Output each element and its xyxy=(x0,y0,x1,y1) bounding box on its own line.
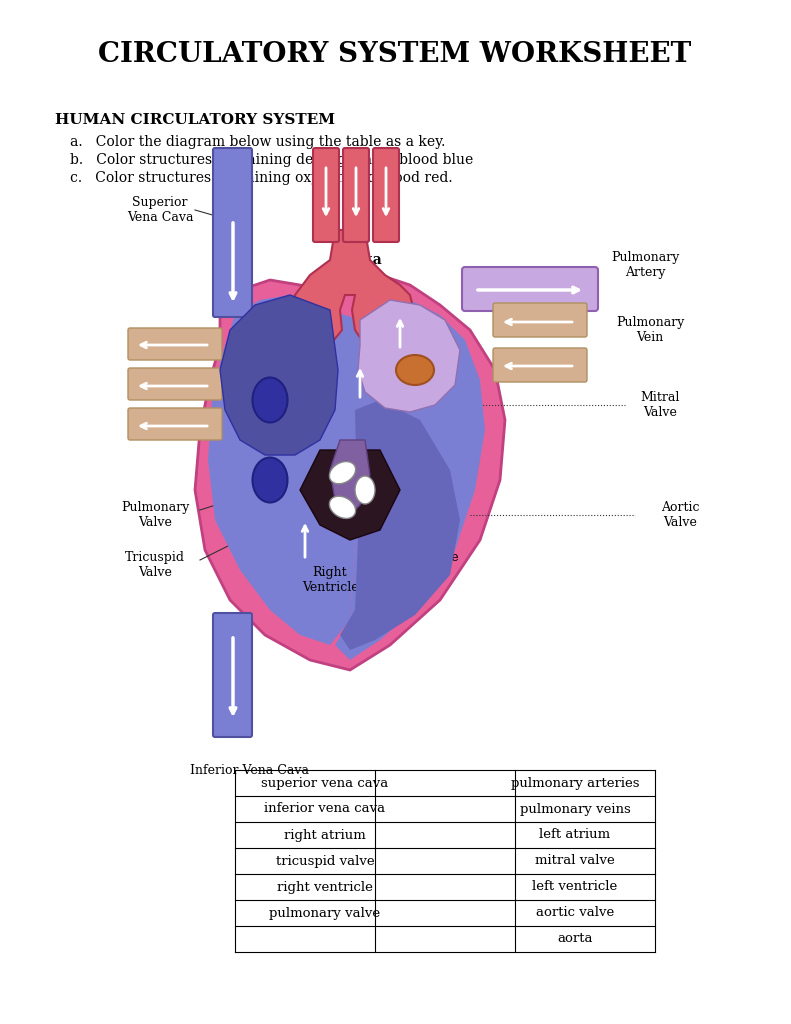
Text: Mitral
Valve: Mitral Valve xyxy=(640,391,679,419)
Ellipse shape xyxy=(329,497,356,518)
Text: aorta: aorta xyxy=(557,933,592,945)
FancyBboxPatch shape xyxy=(128,368,222,400)
Text: Left
Atrium: Left Atrium xyxy=(384,346,427,374)
Ellipse shape xyxy=(355,476,375,504)
Text: mitral valve: mitral valve xyxy=(536,854,615,867)
FancyBboxPatch shape xyxy=(128,328,222,360)
Text: Right
Atrium: Right Atrium xyxy=(248,386,292,414)
Ellipse shape xyxy=(329,462,356,483)
Polygon shape xyxy=(195,275,505,670)
Text: HUMAN CIRCULATORY SYSTEM: HUMAN CIRCULATORY SYSTEM xyxy=(55,113,335,127)
FancyBboxPatch shape xyxy=(213,613,252,737)
Text: Pulmonary
Vein: Pulmonary Vein xyxy=(616,316,684,344)
FancyBboxPatch shape xyxy=(213,148,252,317)
Text: Right
Ventricle: Right Ventricle xyxy=(301,566,358,594)
Text: c.   Color structures containing oxygenated blood red.: c. Color structures containing oxygenate… xyxy=(70,171,452,185)
Text: Aorta: Aorta xyxy=(339,253,381,267)
Text: Superior
Vena Cava: Superior Vena Cava xyxy=(127,196,193,224)
Text: Inferior Vena Cava: Inferior Vena Cava xyxy=(191,764,309,776)
Text: superior vena cava: superior vena cava xyxy=(261,776,388,790)
Text: a.   Color the diagram below using the table as a key.: a. Color the diagram below using the tab… xyxy=(70,135,445,150)
Text: right ventricle: right ventricle xyxy=(277,881,373,894)
FancyBboxPatch shape xyxy=(462,267,598,311)
Text: Pulmonary
Valve: Pulmonary Valve xyxy=(121,501,189,529)
Text: left ventricle: left ventricle xyxy=(532,881,618,894)
FancyBboxPatch shape xyxy=(128,408,222,440)
Text: pulmonary arteries: pulmonary arteries xyxy=(511,776,639,790)
FancyBboxPatch shape xyxy=(313,148,339,242)
Ellipse shape xyxy=(252,458,287,503)
FancyBboxPatch shape xyxy=(343,148,369,242)
Polygon shape xyxy=(335,300,485,660)
Ellipse shape xyxy=(396,355,434,385)
Text: tricuspid valve: tricuspid valve xyxy=(276,854,374,867)
Text: pulmonary valve: pulmonary valve xyxy=(270,906,380,920)
Polygon shape xyxy=(208,295,370,645)
Text: Aortic
Valve: Aortic Valve xyxy=(660,501,699,529)
Text: Pulmonary
Artery: Pulmonary Artery xyxy=(611,251,679,279)
Text: inferior vena cava: inferior vena cava xyxy=(264,803,385,815)
Text: CIRCULATORY SYSTEM WORKSHEET: CIRCULATORY SYSTEM WORKSHEET xyxy=(98,42,691,69)
Text: aortic valve: aortic valve xyxy=(536,906,614,920)
Polygon shape xyxy=(330,440,370,515)
Text: left atrium: left atrium xyxy=(539,828,611,842)
FancyBboxPatch shape xyxy=(493,303,587,337)
Text: b.   Color structures containing deoxygenated blood blue: b. Color structures containing deoxygena… xyxy=(70,153,473,167)
Polygon shape xyxy=(290,230,415,352)
Polygon shape xyxy=(358,300,460,412)
Text: Tricuspid
Valve: Tricuspid Valve xyxy=(125,551,185,579)
Polygon shape xyxy=(300,450,400,540)
Polygon shape xyxy=(340,400,460,650)
Text: Left
Ventricle: Left Ventricle xyxy=(402,536,458,564)
Text: right atrium: right atrium xyxy=(284,828,366,842)
FancyBboxPatch shape xyxy=(373,148,399,242)
Text: pulmonary veins: pulmonary veins xyxy=(520,803,630,815)
FancyBboxPatch shape xyxy=(493,348,587,382)
Ellipse shape xyxy=(252,378,287,423)
Polygon shape xyxy=(220,295,338,455)
